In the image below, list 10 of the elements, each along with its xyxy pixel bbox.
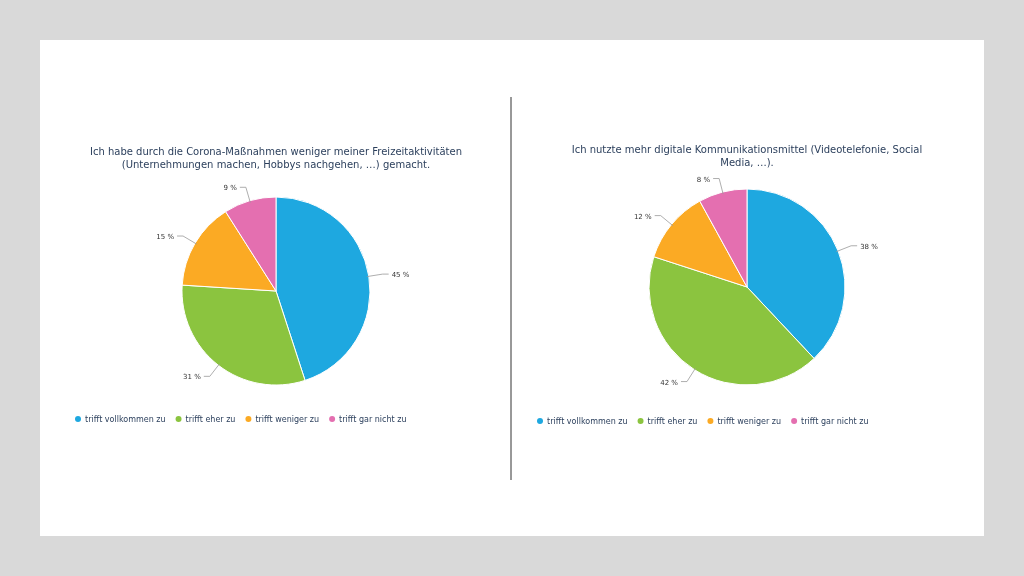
legend-label: trifft eher zu [647,417,698,426]
legend-label: trifft vollkommen zu [85,415,166,424]
legend-label: trifft vollkommen zu [547,417,628,426]
legend-label: trifft eher zu [185,415,236,424]
legend-label: trifft gar nicht zu [339,415,407,424]
legend-label: trifft gar nicht zu [801,417,869,426]
chart-title: Ich nutzte mehr digitale Kommunikationsmittel (Videotelefonie, Social Media, …). [571,144,923,168]
chart-title: Ich habe durch die Corona-Maßnahmen weniger meiner Freizeitaktivitäten (Unternehmungen machen, Hobbys nachgehen, …) gemacht. [89,146,463,170]
legend-label: trifft weniger zu [255,415,320,424]
legend-label: trifft weniger zu [717,417,782,426]
